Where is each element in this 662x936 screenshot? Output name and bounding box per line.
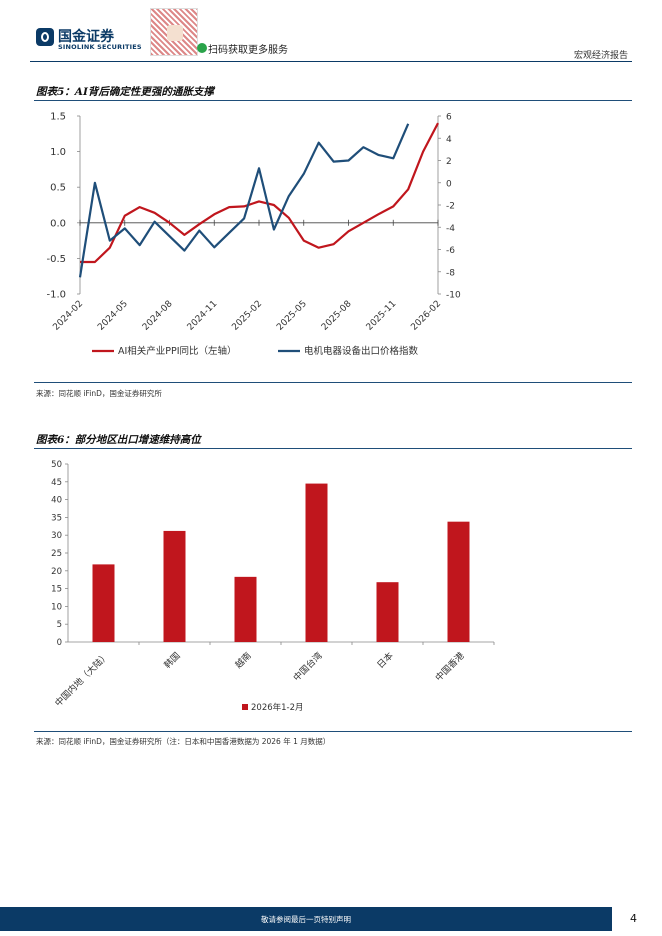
qr-code-icon[interactable] [150, 8, 198, 56]
bar [447, 521, 470, 642]
category-label: 韩国 [161, 650, 182, 671]
x-tick-label: 2024-08 [141, 299, 175, 333]
legend-swatch [242, 704, 248, 710]
category-label: 日本 [374, 650, 395, 671]
x-tick-label: 2025-05 [275, 299, 309, 333]
left-tick-label: 1.0 [50, 147, 66, 158]
sinolink-logo-icon [36, 28, 54, 46]
right-tick-label: 2 [446, 157, 452, 167]
x-tick-label: 2024-11 [186, 299, 220, 333]
bar [305, 483, 328, 642]
right-tick-label: -2 [446, 202, 455, 212]
y-tick-label: 35 [51, 513, 62, 523]
series-line-0 [80, 122, 439, 264]
wechat-icon [197, 43, 207, 53]
figure5-bottom-rule [34, 382, 632, 383]
y-tick-label: 10 [51, 602, 62, 612]
x-tick-label: 2026-02 [409, 299, 443, 333]
figure5-top-rule [34, 100, 632, 101]
right-tick-label: -8 [446, 268, 455, 278]
x-tick-label: 2025-02 [230, 299, 264, 333]
category-label: 中国内地（大陆） [52, 650, 111, 709]
series-line-1 [78, 123, 410, 278]
y-tick-label: 40 [51, 496, 62, 506]
right-tick-label: 6 [446, 113, 452, 123]
figure6-title: 图表6：部分地区出口增速维持高位 [36, 434, 201, 446]
y-tick-label: 45 [51, 478, 62, 488]
right-tick-label: -4 [446, 224, 455, 234]
x-tick-label: 2025-11 [365, 299, 399, 333]
header-divider [30, 61, 632, 62]
right-tick-label: -6 [446, 246, 455, 256]
figure6-top-rule [34, 448, 632, 449]
page-header: 国金证券 SINOLINK SECURITIES 扫码获取更多服务 宏观经济报告 [0, 0, 662, 62]
bar [92, 564, 115, 642]
page-number: 4 [630, 912, 637, 925]
y-tick-label: 15 [51, 585, 62, 595]
x-tick-label: 2024-05 [96, 299, 130, 333]
figure6-source: 来源：同花顺 iFinD，国金证券研究所（注：日本和中国香港数据为 2026 年… [36, 737, 331, 746]
figure6-bottom-rule [34, 731, 632, 732]
left-tick-label: -0.5 [46, 254, 66, 265]
category-label: 中国台湾 [291, 650, 325, 684]
y-tick-label: 25 [51, 549, 62, 559]
logo-chinese-name: 国金证券 [58, 29, 114, 45]
bar [163, 530, 186, 642]
page-footer: 敬请参阅最后一页特别声明 [0, 907, 612, 931]
left-tick-label: -1.0 [46, 290, 66, 301]
legend-label-1: 电机电器设备出口价格指数 [304, 345, 419, 357]
figure5-source: 来源：同花顺 iFinD，国金证券研究所 [36, 389, 162, 398]
right-tick-label: 4 [446, 135, 452, 145]
legend-label: 2026年1-2月 [251, 702, 304, 713]
sinolink-logo: 国金证券 SINOLINK SECURITIES [36, 26, 176, 56]
logo-english-name: SINOLINK SECURITIES [58, 43, 142, 51]
legend-label-0: AI相关产业PPI同比（左轴） [118, 345, 237, 357]
report-type-label: 宏观经济报告 [573, 51, 628, 61]
left-tick-label: 0.5 [50, 183, 66, 194]
y-tick-label: 30 [51, 531, 62, 541]
category-label: 中国香港 [433, 650, 467, 684]
y-tick-label: 20 [51, 567, 62, 577]
y-tick-label: 5 [57, 620, 62, 630]
category-label: 越南 [232, 650, 253, 671]
right-tick-label: -10 [446, 291, 461, 301]
right-tick-label: 0 [446, 179, 452, 189]
figure5-title: 图表5：AI背后确定性更强的通胀支撑 [36, 86, 214, 98]
figure5-chart: 1.5 1.0 0.5 0.0 -0.5 -1.0 6 4 2 0 -2 -4 -6 -8 -10 2024-… [46, 112, 461, 358]
left-tick-label: 0.0 [50, 218, 66, 229]
x-tick-label: 2024-02 [51, 299, 85, 333]
y-tick-label: 0 [57, 638, 62, 648]
disclaimer-link[interactable]: 敬请参阅最后一页特别声明 [261, 915, 351, 924]
scan-prompt: 扫码获取更多服务 [208, 45, 288, 56]
bar [376, 582, 399, 642]
x-tick-label: 2025-08 [320, 299, 354, 333]
y-tick-label: 50 [51, 460, 62, 470]
bar [234, 576, 257, 642]
left-tick-label: 1.5 [50, 112, 66, 123]
